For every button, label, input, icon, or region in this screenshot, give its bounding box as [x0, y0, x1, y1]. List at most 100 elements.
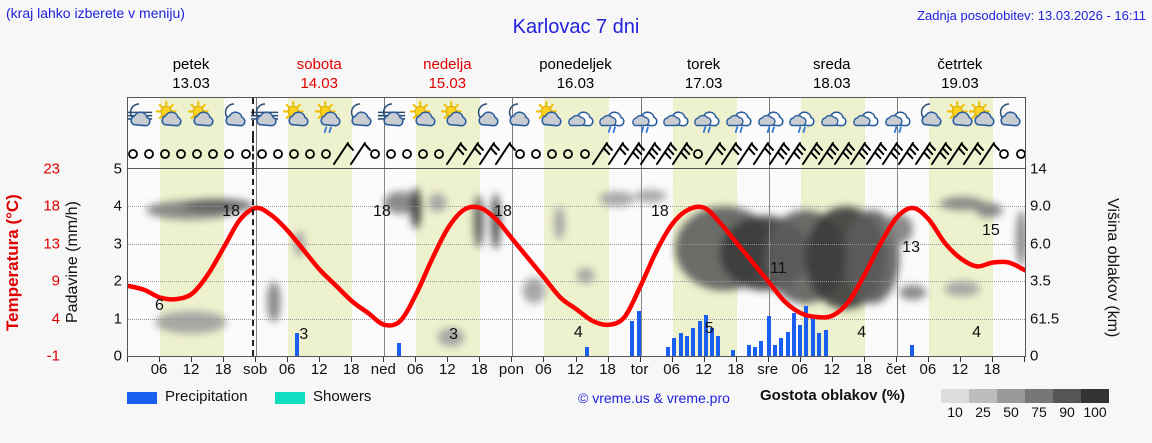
temperature-tick-0: 23 — [43, 160, 60, 178]
time-tick-label: 12 — [182, 361, 200, 378]
wind-barb — [328, 137, 356, 168]
legend-label-showers: Showers — [313, 388, 372, 405]
wind-barb — [506, 137, 534, 168]
precipitation-bar — [666, 346, 671, 356]
time-tick-label: pon — [498, 361, 524, 378]
time-tick — [255, 357, 257, 362]
time-tick-label: 12 — [439, 361, 456, 378]
day-header-3: ponedeljek 16.03 — [511, 55, 639, 93]
temperature-label: 18 — [651, 203, 669, 220]
credit-link[interactable]: © vreme.us & vreme.pro — [578, 390, 730, 406]
gridline-day — [640, 169, 642, 356]
precipitation-bar — [691, 328, 696, 356]
time-tick-label: 12 — [823, 361, 841, 378]
wind-barb — [813, 137, 841, 168]
weather-icon-night-fog — [128, 99, 154, 137]
cloud-density-swatch-3 — [1025, 389, 1053, 403]
precipitation-bar — [697, 320, 702, 356]
time-tick — [415, 357, 417, 362]
gridline-day — [256, 169, 258, 356]
time-tick-label: 18 — [471, 361, 488, 378]
precipitation-bar — [703, 314, 708, 356]
wind-barb — [797, 137, 825, 168]
time-tick — [511, 357, 513, 362]
wind-barb — [280, 137, 308, 168]
time-tick — [639, 357, 641, 362]
temperature-label: 11 — [770, 260, 787, 278]
wind-barb — [587, 137, 615, 168]
weather-icon-sun-cloud — [155, 99, 185, 137]
time-tick-label: 12 — [310, 361, 328, 378]
time-tick-label: 06 — [919, 361, 937, 378]
legend-label-precipitation: Precipitation — [165, 388, 248, 405]
wind-barb — [522, 137, 550, 168]
weather-icon-cloud — [662, 99, 692, 137]
gridline-day — [896, 169, 898, 356]
time-tick — [959, 357, 961, 362]
meteogram-plot[interactable]: 6 18 3 18 3 18 4 18 5 11 4 13 4 15 — [127, 168, 1026, 357]
day-header-4: torek 17.03 — [640, 55, 768, 93]
precipitation-bar — [637, 310, 642, 356]
wind-barb — [538, 137, 566, 168]
current-time-marker — [252, 98, 255, 137]
time-tick — [479, 357, 481, 362]
temperature-label: 3 — [449, 326, 459, 344]
time-axis: 06 12 18 sob 06 12 18 ned 06 12 18 pon 06 12 18 tor 06 12… — [127, 357, 1026, 383]
precipitation-bar — [585, 346, 590, 356]
precipitation-bar — [798, 324, 803, 356]
day-date: 14.03 — [300, 75, 338, 92]
gridline-day — [768, 169, 770, 356]
time-tick-label: sob — [243, 361, 268, 378]
day-separator — [256, 98, 258, 137]
cloud-density-swatch-5 — [1081, 389, 1109, 403]
wind-barb — [441, 137, 469, 168]
location-menu-note[interactable]: (kraj lahko izberete v meniju) — [6, 5, 185, 21]
weather-icon-night-cloud — [219, 99, 249, 137]
cloud-density-swatch-2 — [997, 389, 1025, 403]
page-title: Karlovac 7 dni — [512, 16, 640, 38]
weather-icon-night-cloud — [345, 99, 375, 137]
wind-barb — [667, 137, 695, 168]
wind-barb — [215, 137, 243, 168]
time-tick-label: 12 — [695, 361, 712, 378]
cloud-density-swatch-0 — [941, 389, 969, 403]
time-tick-label: 18 — [599, 361, 616, 378]
weather-icon-night-cloud — [994, 99, 1024, 137]
wind-barb — [829, 137, 857, 168]
temperature-label: 13 — [902, 239, 920, 257]
cloud-density-tick-1: 25 — [975, 404, 991, 420]
time-tick — [543, 357, 545, 362]
time-tick-label: 12 — [567, 361, 584, 378]
weather-icon-cloud — [567, 99, 597, 137]
wind-barb — [861, 137, 889, 168]
precipitation-bar — [772, 344, 777, 356]
weather-icon-cloud-rain — [725, 99, 755, 137]
wind-barb — [619, 137, 647, 168]
wind-barb — [554, 137, 582, 168]
weather-icon-sun-cloud — [282, 99, 312, 137]
temperature-label: 15 — [982, 221, 1000, 239]
wind-barb — [910, 137, 938, 168]
gridline-horizontal — [128, 318, 1025, 320]
time-tick-label: 12 — [951, 361, 969, 378]
day-name: nedelja — [423, 56, 472, 73]
cloud-density-tick-0: 10 — [947, 404, 963, 420]
day-header-2: nedelja 15.03 — [383, 55, 511, 93]
temperature-label: 5 — [704, 319, 714, 337]
precipitation-tick-4: 1 — [113, 310, 122, 328]
day-name: četrtek — [937, 56, 983, 73]
gridline-horizontal — [128, 206, 1025, 208]
time-tick — [447, 357, 449, 362]
cloud-density-swatch-1 — [969, 389, 997, 403]
time-tick — [223, 357, 225, 362]
weather-icon-sun-cloud — [440, 99, 470, 137]
weather-icon-cloud-rain — [788, 99, 818, 137]
precipitation-bar — [746, 344, 751, 356]
precipitation-bar — [910, 344, 915, 356]
day-separator — [512, 137, 514, 168]
current-time-marker — [252, 137, 255, 168]
precipitation-bar — [630, 320, 635, 356]
cloud-height-tick-4: 61.5 — [1030, 310, 1060, 328]
weather-icon-cloud-rain — [757, 99, 787, 137]
day-date: 17.03 — [684, 75, 723, 92]
